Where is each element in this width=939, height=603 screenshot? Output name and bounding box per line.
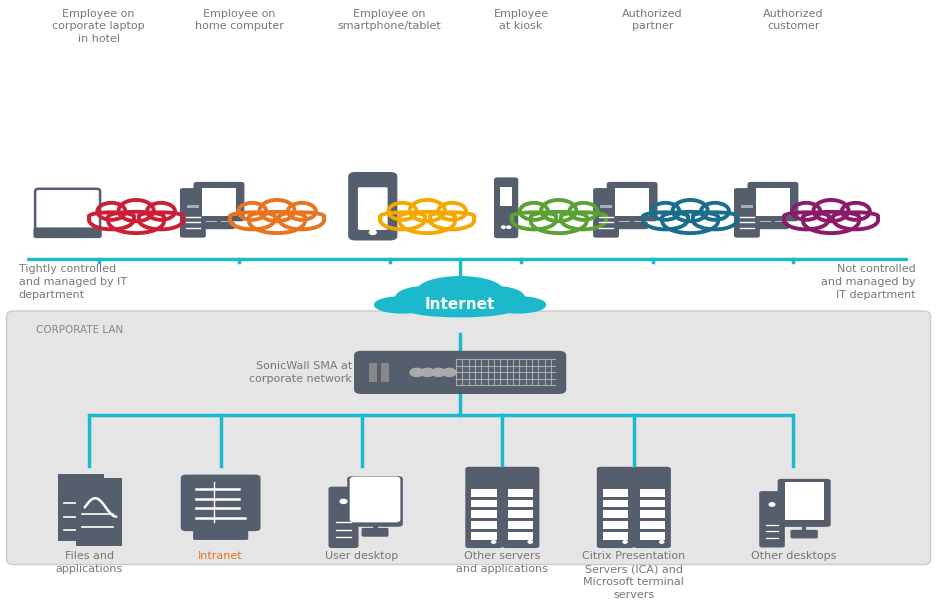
- FancyBboxPatch shape: [471, 500, 497, 507]
- FancyBboxPatch shape: [784, 482, 824, 520]
- Text: Not controlled
and managed by
IT department: Not controlled and managed by IT departm…: [821, 264, 916, 300]
- FancyBboxPatch shape: [607, 182, 657, 221]
- Circle shape: [340, 499, 346, 504]
- FancyBboxPatch shape: [756, 189, 791, 216]
- FancyBboxPatch shape: [329, 487, 359, 548]
- Text: Other desktops: Other desktops: [751, 552, 836, 561]
- FancyBboxPatch shape: [600, 205, 611, 208]
- FancyBboxPatch shape: [181, 475, 260, 531]
- FancyBboxPatch shape: [187, 205, 198, 208]
- Text: Employee on
corporate laptop
in hotel: Employee on corporate laptop in hotel: [53, 8, 145, 44]
- FancyBboxPatch shape: [502, 467, 539, 548]
- Text: Other servers
and applications: Other servers and applications: [456, 552, 548, 574]
- FancyBboxPatch shape: [57, 473, 104, 541]
- Text: User desktop: User desktop: [325, 552, 398, 561]
- FancyBboxPatch shape: [791, 530, 818, 538]
- FancyBboxPatch shape: [180, 188, 206, 238]
- Circle shape: [769, 503, 775, 506]
- Circle shape: [410, 368, 423, 376]
- FancyBboxPatch shape: [471, 511, 497, 518]
- Circle shape: [421, 368, 435, 376]
- Circle shape: [442, 368, 456, 376]
- FancyBboxPatch shape: [508, 511, 533, 518]
- FancyBboxPatch shape: [777, 479, 831, 527]
- FancyBboxPatch shape: [351, 478, 398, 521]
- FancyBboxPatch shape: [354, 351, 566, 394]
- Circle shape: [432, 368, 445, 376]
- FancyBboxPatch shape: [466, 467, 502, 548]
- Circle shape: [623, 541, 627, 543]
- FancyBboxPatch shape: [616, 222, 648, 229]
- FancyBboxPatch shape: [193, 182, 244, 221]
- FancyBboxPatch shape: [639, 532, 665, 540]
- Circle shape: [507, 226, 511, 229]
- FancyBboxPatch shape: [500, 187, 512, 206]
- FancyBboxPatch shape: [741, 205, 752, 208]
- FancyBboxPatch shape: [603, 500, 628, 507]
- FancyBboxPatch shape: [615, 189, 650, 216]
- FancyBboxPatch shape: [369, 363, 377, 382]
- FancyBboxPatch shape: [757, 222, 789, 229]
- FancyBboxPatch shape: [348, 172, 397, 241]
- Ellipse shape: [407, 302, 514, 317]
- FancyBboxPatch shape: [35, 229, 100, 237]
- FancyBboxPatch shape: [603, 521, 628, 529]
- Text: Citrix Presentation
Servers (ICA) and
Microsoft terminal
servers: Citrix Presentation Servers (ICA) and Mi…: [582, 552, 685, 600]
- FancyBboxPatch shape: [603, 511, 628, 518]
- Ellipse shape: [490, 297, 546, 313]
- FancyBboxPatch shape: [747, 182, 798, 221]
- Text: Employee on
smartphone/tablet: Employee on smartphone/tablet: [338, 8, 441, 31]
- Circle shape: [659, 541, 664, 543]
- FancyBboxPatch shape: [7, 311, 931, 564]
- Text: SonicWall SMA at
corporate network: SonicWall SMA at corporate network: [249, 361, 352, 384]
- FancyBboxPatch shape: [639, 521, 665, 529]
- Ellipse shape: [375, 297, 430, 313]
- Circle shape: [369, 230, 377, 235]
- FancyBboxPatch shape: [362, 528, 389, 537]
- Ellipse shape: [462, 286, 524, 308]
- Text: Internet: Internet: [425, 297, 495, 312]
- FancyBboxPatch shape: [508, 489, 533, 497]
- FancyBboxPatch shape: [597, 467, 634, 548]
- FancyBboxPatch shape: [639, 500, 665, 507]
- FancyBboxPatch shape: [203, 222, 235, 229]
- FancyBboxPatch shape: [358, 188, 388, 230]
- FancyBboxPatch shape: [202, 189, 237, 216]
- FancyBboxPatch shape: [471, 532, 497, 540]
- FancyBboxPatch shape: [494, 177, 518, 238]
- FancyBboxPatch shape: [76, 478, 122, 546]
- Text: Employee on
home computer: Employee on home computer: [195, 8, 284, 31]
- Text: CORPORATE LAN: CORPORATE LAN: [36, 325, 123, 335]
- FancyBboxPatch shape: [760, 491, 785, 548]
- FancyBboxPatch shape: [508, 521, 533, 529]
- FancyBboxPatch shape: [593, 188, 619, 238]
- FancyBboxPatch shape: [508, 500, 533, 507]
- FancyBboxPatch shape: [347, 476, 403, 527]
- Text: Authorized
customer: Authorized customer: [763, 8, 824, 31]
- FancyBboxPatch shape: [639, 489, 665, 497]
- Text: Authorized
partner: Authorized partner: [623, 8, 683, 31]
- FancyBboxPatch shape: [508, 532, 533, 540]
- FancyBboxPatch shape: [471, 521, 497, 529]
- FancyBboxPatch shape: [35, 189, 100, 230]
- FancyBboxPatch shape: [471, 489, 497, 497]
- FancyBboxPatch shape: [639, 511, 665, 518]
- FancyBboxPatch shape: [193, 531, 248, 540]
- FancyBboxPatch shape: [349, 476, 400, 522]
- Ellipse shape: [396, 286, 458, 308]
- Circle shape: [491, 541, 496, 543]
- Ellipse shape: [417, 277, 503, 305]
- FancyBboxPatch shape: [603, 489, 628, 497]
- FancyBboxPatch shape: [734, 188, 760, 238]
- Circle shape: [501, 226, 505, 229]
- FancyBboxPatch shape: [634, 467, 670, 548]
- Text: Tightly controlled
and managed by IT
department: Tightly controlled and managed by IT dep…: [19, 264, 127, 300]
- Text: Files and
applications: Files and applications: [55, 552, 123, 574]
- Text: Intranet: Intranet: [198, 552, 243, 561]
- Circle shape: [528, 541, 532, 543]
- Text: Employee
at kiosk: Employee at kiosk: [494, 8, 548, 31]
- FancyBboxPatch shape: [381, 363, 389, 382]
- FancyBboxPatch shape: [603, 532, 628, 540]
